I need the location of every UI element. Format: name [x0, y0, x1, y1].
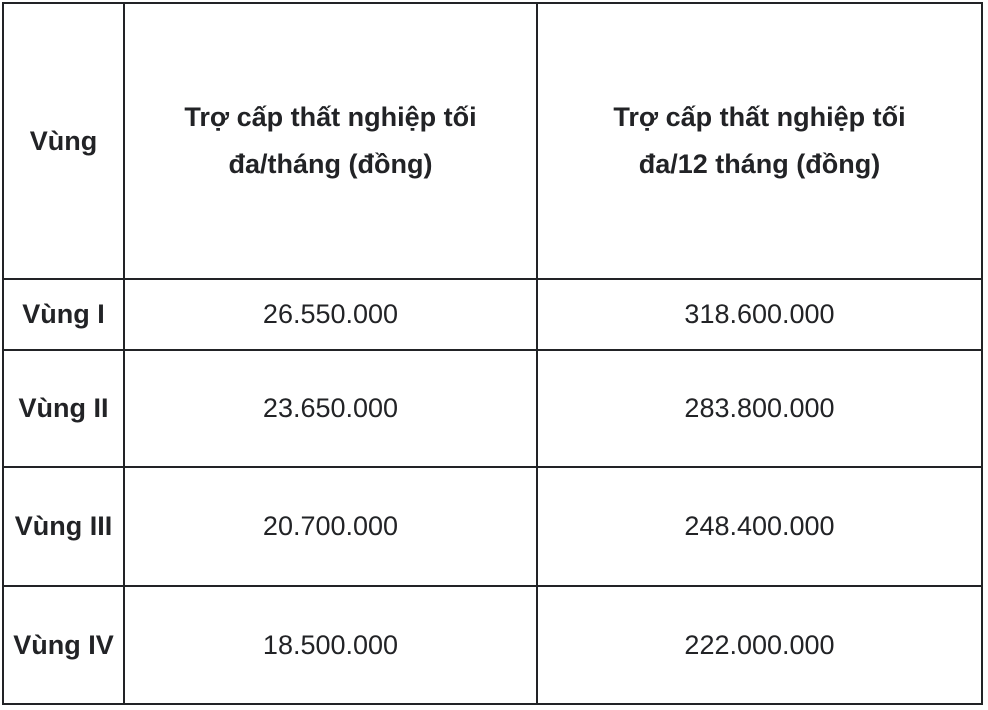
region-cell: Vùng III [2, 466, 125, 587]
monthly-max-cell: 26.550.000 [123, 278, 538, 351]
table-row: Vùng I 26.550.000 318.600.000 [2, 278, 983, 351]
annual-max-cell: 318.600.000 [536, 278, 983, 351]
header-region: Vùng [2, 2, 125, 280]
table-row: Vùng IV 18.500.000 222.000.000 [2, 585, 983, 705]
monthly-max-cell: 23.650.000 [123, 349, 538, 468]
annual-max-cell: 283.800.000 [536, 349, 983, 468]
header-monthly-max: Trợ cấp thất nghiệp tối đa/tháng (đồng) [123, 2, 538, 280]
annual-max-cell: 222.000.000 [536, 585, 983, 705]
table-row: Vùng III 20.700.000 248.400.000 [2, 466, 983, 587]
annual-max-cell: 248.400.000 [536, 466, 983, 587]
monthly-max-cell: 18.500.000 [123, 585, 538, 705]
header-12-month-max: Trợ cấp thất nghiệp tối đa/12 tháng (đồn… [536, 2, 983, 280]
region-cell: Vùng II [2, 349, 125, 468]
region-cell: Vùng I [2, 278, 125, 351]
region-cell: Vùng IV [2, 585, 125, 705]
monthly-max-cell: 20.700.000 [123, 466, 538, 587]
table-row: Vùng II 23.650.000 283.800.000 [2, 349, 983, 468]
table-header-row: Vùng Trợ cấp thất nghiệp tối đa/tháng (đ… [2, 2, 983, 280]
